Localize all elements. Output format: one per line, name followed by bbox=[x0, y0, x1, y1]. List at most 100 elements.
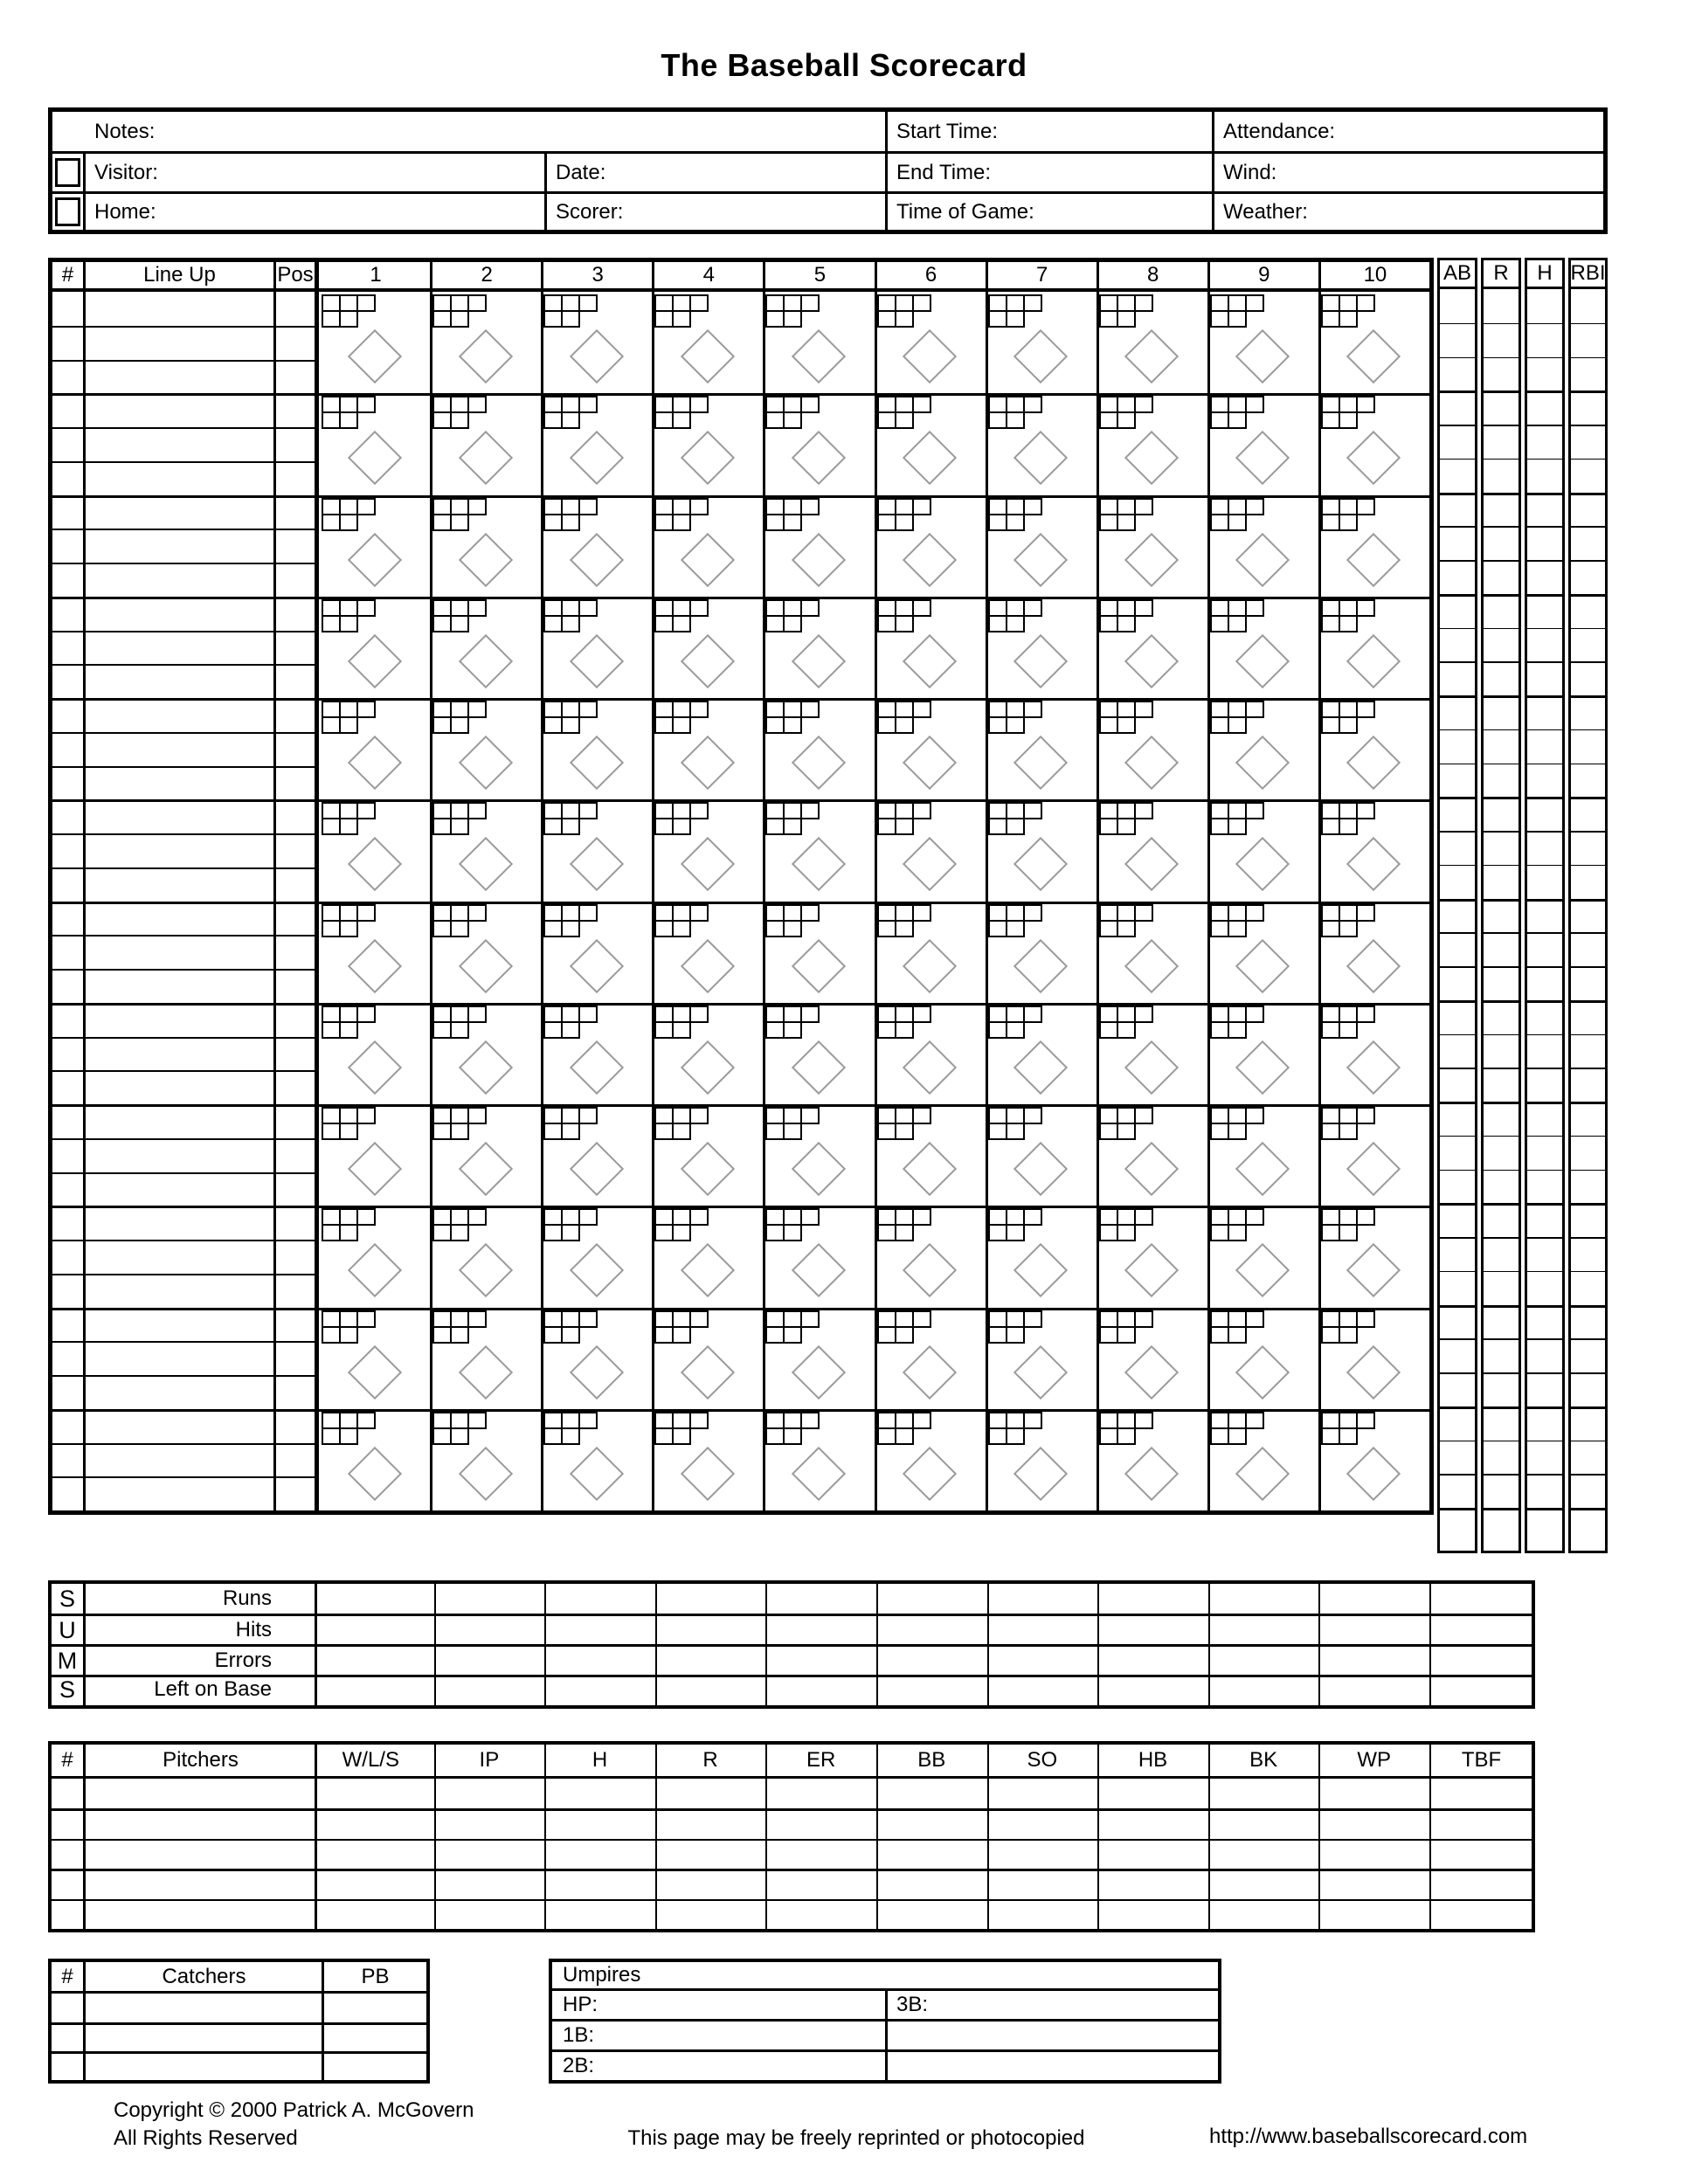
stat-cell[interactable] bbox=[1484, 661, 1519, 695]
stat-cell[interactable] bbox=[1484, 425, 1519, 459]
player-name-cell[interactable] bbox=[86, 597, 273, 631]
stat-cell[interactable] bbox=[1527, 1170, 1562, 1204]
stat-cell[interactable] bbox=[1527, 459, 1562, 493]
stat-cell[interactable] bbox=[1484, 1271, 1519, 1305]
inning-score-cell[interactable] bbox=[765, 1107, 871, 1203]
sums-cell[interactable] bbox=[317, 1616, 425, 1644]
stat-cell[interactable] bbox=[1484, 493, 1519, 527]
stat-cell[interactable] bbox=[1571, 1237, 1605, 1271]
stat-cell[interactable] bbox=[1440, 1338, 1475, 1372]
player-name-cell[interactable] bbox=[86, 461, 273, 495]
inning-score-cell[interactable] bbox=[322, 701, 427, 797]
stat-cell[interactable] bbox=[1571, 1068, 1605, 1102]
player-number-cell[interactable] bbox=[52, 631, 83, 665]
stat-cell[interactable] bbox=[1527, 560, 1562, 594]
sums-cell[interactable] bbox=[1099, 1677, 1207, 1702]
pitcher-stat-cell[interactable] bbox=[1320, 1779, 1428, 1808]
pitcher-stat-cell[interactable] bbox=[1320, 1839, 1428, 1869]
stat-total-cell[interactable] bbox=[1440, 1510, 1475, 1549]
position-cell[interactable] bbox=[276, 360, 315, 394]
inning-score-cell[interactable] bbox=[876, 598, 983, 695]
position-cell[interactable] bbox=[276, 1206, 315, 1240]
player-number-cell[interactable] bbox=[52, 1003, 83, 1037]
inning-score-cell[interactable] bbox=[876, 802, 983, 898]
third-base-umpire-field[interactable]: 3B: bbox=[888, 1991, 1227, 2019]
sums-cell[interactable] bbox=[1210, 1584, 1318, 1614]
stat-cell[interactable] bbox=[1484, 1170, 1519, 1204]
inning-score-cell[interactable] bbox=[1320, 903, 1427, 1000]
pitcher-name-cell[interactable] bbox=[86, 1808, 315, 1838]
stat-cell[interactable] bbox=[1484, 865, 1519, 899]
position-cell[interactable] bbox=[276, 935, 315, 969]
stat-cell[interactable] bbox=[1440, 357, 1475, 391]
stat-cell[interactable] bbox=[1527, 357, 1562, 391]
stat-cell[interactable] bbox=[1440, 1000, 1475, 1034]
stat-cell[interactable] bbox=[1527, 797, 1562, 831]
inning-score-cell[interactable] bbox=[432, 701, 538, 797]
sums-cell[interactable] bbox=[436, 1647, 543, 1675]
stat-cell[interactable] bbox=[1484, 526, 1519, 560]
stat-cell[interactable] bbox=[1571, 390, 1605, 425]
inning-score-cell[interactable] bbox=[1098, 1310, 1205, 1406]
inning-score-cell[interactable] bbox=[322, 1005, 427, 1102]
pitcher-stat-cell[interactable] bbox=[1099, 1808, 1207, 1838]
sums-cell[interactable] bbox=[1210, 1647, 1318, 1675]
inning-score-cell[interactable] bbox=[876, 1107, 983, 1203]
stat-cell[interactable] bbox=[1440, 1441, 1475, 1475]
stat-cell[interactable] bbox=[1571, 1102, 1605, 1136]
pitcher-name-cell[interactable] bbox=[86, 1779, 315, 1808]
stat-cell[interactable] bbox=[1484, 628, 1519, 662]
stat-cell[interactable] bbox=[1527, 865, 1562, 899]
sums-cell[interactable] bbox=[878, 1677, 986, 1702]
stat-cell[interactable] bbox=[1440, 594, 1475, 628]
position-cell[interactable] bbox=[276, 766, 315, 800]
stat-cell[interactable] bbox=[1484, 390, 1519, 425]
player-name-cell[interactable] bbox=[86, 935, 273, 969]
player-number-cell[interactable] bbox=[52, 698, 83, 732]
pitcher-number-cell[interactable] bbox=[52, 1869, 83, 1898]
inning-score-cell[interactable] bbox=[876, 701, 983, 797]
stat-cell[interactable] bbox=[1440, 1372, 1475, 1406]
stat-cell[interactable] bbox=[1527, 289, 1562, 323]
inning-score-cell[interactable] bbox=[654, 1107, 760, 1203]
position-cell[interactable] bbox=[276, 1037, 315, 1071]
sums-cell[interactable] bbox=[657, 1584, 764, 1614]
stat-cell[interactable] bbox=[1440, 1068, 1475, 1102]
stat-cell[interactable] bbox=[1484, 1372, 1519, 1406]
inning-score-cell[interactable] bbox=[654, 701, 760, 797]
stat-cell[interactable] bbox=[1571, 425, 1605, 459]
stat-cell[interactable] bbox=[1484, 357, 1519, 391]
player-number-cell[interactable] bbox=[52, 1476, 83, 1510]
position-cell[interactable] bbox=[276, 867, 315, 902]
pitcher-stat-cell[interactable] bbox=[546, 1899, 654, 1929]
inning-score-cell[interactable] bbox=[1209, 1107, 1316, 1203]
player-number-cell[interactable] bbox=[52, 360, 83, 394]
stat-cell[interactable] bbox=[1527, 1237, 1562, 1271]
player-number-cell[interactable] bbox=[52, 1240, 83, 1274]
stat-cell[interactable] bbox=[1440, 493, 1475, 527]
player-name-cell[interactable] bbox=[86, 326, 273, 360]
sums-cell[interactable] bbox=[1099, 1584, 1207, 1614]
inning-score-cell[interactable] bbox=[765, 598, 871, 695]
position-cell[interactable] bbox=[276, 597, 315, 631]
inning-score-cell[interactable] bbox=[432, 903, 538, 1000]
player-number-cell[interactable] bbox=[52, 1409, 83, 1443]
inning-score-cell[interactable] bbox=[1320, 497, 1427, 594]
player-number-cell[interactable] bbox=[52, 902, 83, 936]
inning-score-cell[interactable] bbox=[1209, 497, 1316, 594]
stat-cell[interactable] bbox=[1527, 493, 1562, 527]
stat-cell[interactable] bbox=[1571, 594, 1605, 628]
stat-cell[interactable] bbox=[1484, 797, 1519, 831]
stat-cell[interactable] bbox=[1484, 1338, 1519, 1372]
second-base-umpire-field[interactable]: 2B: bbox=[552, 2052, 896, 2080]
inning-score-cell[interactable] bbox=[1320, 598, 1427, 695]
position-cell[interactable] bbox=[276, 1443, 315, 1477]
stat-cell[interactable] bbox=[1527, 729, 1562, 764]
stat-cell[interactable] bbox=[1440, 966, 1475, 1000]
inning-score-cell[interactable] bbox=[765, 1005, 871, 1102]
player-name-cell[interactable] bbox=[86, 1003, 273, 1037]
position-cell[interactable] bbox=[276, 664, 315, 698]
inning-score-cell[interactable] bbox=[987, 1310, 1094, 1406]
stat-cell[interactable] bbox=[1484, 831, 1519, 865]
inning-score-cell[interactable] bbox=[432, 1107, 538, 1203]
